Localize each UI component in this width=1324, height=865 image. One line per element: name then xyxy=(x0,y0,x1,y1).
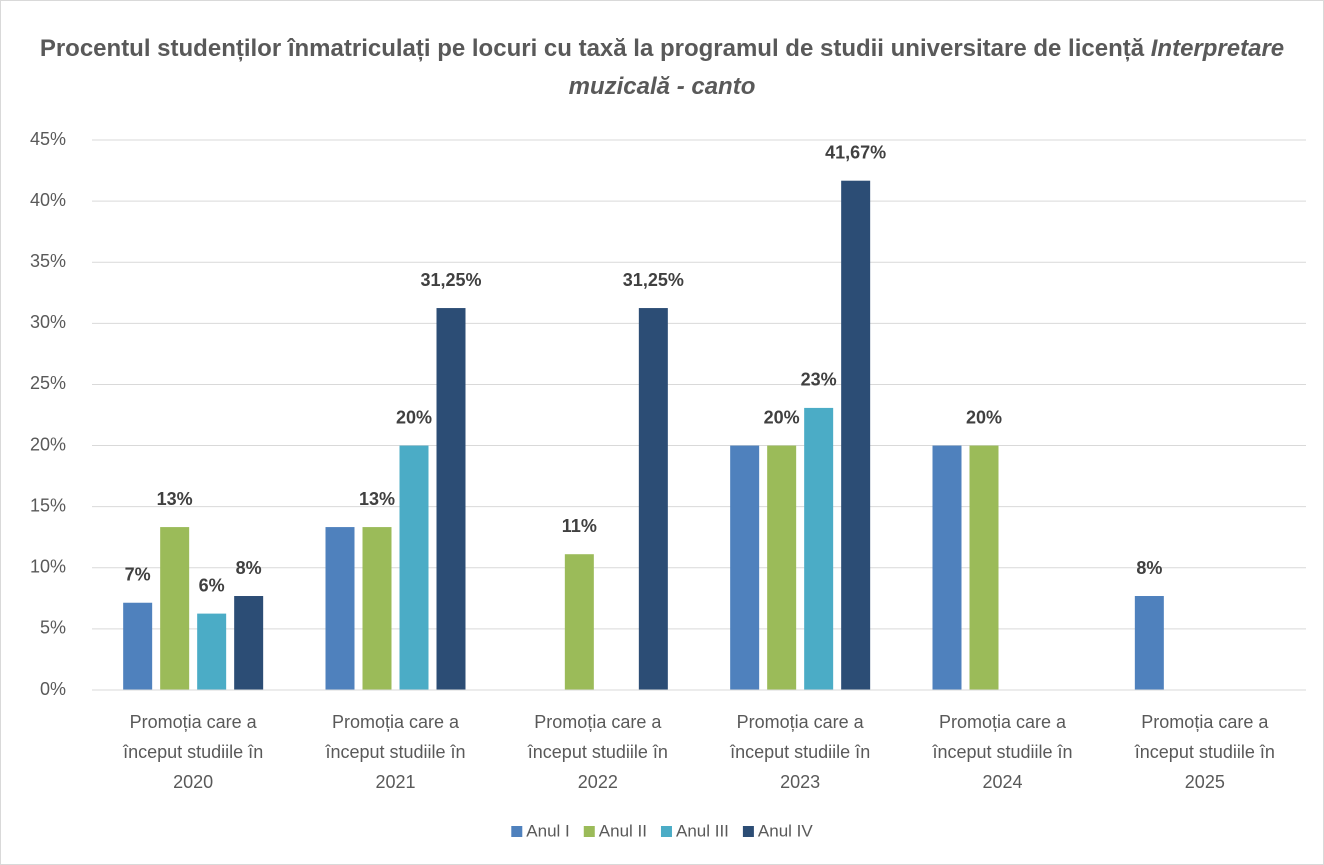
legend-swatch xyxy=(511,826,523,837)
chart-title: Procentul studenților înmatriculați pe l… xyxy=(0,30,1324,106)
legend: Anul I Anul II Anul III Anul IV xyxy=(511,821,813,840)
title-emphasis: Interpretare muzicală - canto xyxy=(568,35,1285,100)
x-tick-label-box: Promoția care a început studiile în 2022 xyxy=(527,712,668,792)
bar xyxy=(436,308,466,690)
data-label: 23% xyxy=(801,370,837,390)
bar xyxy=(932,445,962,690)
data-label: 20% xyxy=(396,407,432,427)
x-tick-label-box: Promoția care a început studiile în 2020 xyxy=(123,712,264,792)
y-tick-label: 30% xyxy=(30,312,66,332)
legend-swatch xyxy=(660,826,672,837)
data-label: 20% xyxy=(966,407,1002,427)
y-tick-label: 45% xyxy=(30,129,66,149)
data-label: 31,25% xyxy=(420,270,481,290)
data-label: 11% xyxy=(562,516,597,536)
bar xyxy=(234,596,264,690)
legend-label: Anul IV xyxy=(758,821,813,840)
x-tick-label: Promoția care a început studiile în 2024 xyxy=(932,712,1073,792)
bar xyxy=(564,554,594,690)
legend-label: Anul II xyxy=(599,821,647,840)
x-tick-label-box: Promoția care a început studiile în 2023 xyxy=(730,712,871,792)
x-tick-label: Promoția care a început studiile în 2023 xyxy=(730,712,871,792)
y-tick-label: 20% xyxy=(30,434,66,454)
y-tick-label: 35% xyxy=(30,251,66,271)
x-tick-label: Promoția care a început studiile în 2025 xyxy=(1134,712,1275,792)
y-tick-label: 5% xyxy=(40,618,66,638)
y-tick-label: 0% xyxy=(40,679,66,699)
bar xyxy=(325,527,355,690)
bar xyxy=(362,527,392,690)
x-tick-label: Promoția care a început studiile în 2021 xyxy=(325,712,466,792)
bar xyxy=(730,445,760,690)
data-label: 20% xyxy=(764,407,800,427)
bar xyxy=(399,445,429,690)
legend-label: Anul I xyxy=(526,821,569,840)
x-tick-label-box: Promoția care a început studiile în 2024 xyxy=(932,712,1073,792)
data-label: 31,25% xyxy=(623,270,684,290)
title-text: Procentul studenților înmatriculați pe l… xyxy=(39,35,1145,62)
y-tick-label: 10% xyxy=(30,557,66,577)
x-tick-label-box: Promoția care a început studiile în 2025 xyxy=(1134,712,1275,792)
data-label: 8% xyxy=(1136,558,1162,578)
bar xyxy=(123,602,153,690)
bar xyxy=(767,445,797,690)
y-tick-label: 15% xyxy=(30,495,66,515)
y-tick-label: 25% xyxy=(30,373,66,393)
data-label: 41,67% xyxy=(825,142,886,162)
legend-label: Anul III xyxy=(676,821,729,840)
legend-swatch xyxy=(742,826,754,837)
bar xyxy=(804,407,834,690)
data-label: 7% xyxy=(125,564,151,584)
data-label: 13% xyxy=(359,489,395,509)
bar xyxy=(841,180,871,690)
legend-swatch xyxy=(583,826,595,837)
data-label: 6% xyxy=(199,575,225,595)
x-tick-label: Promoția care a început studiile în 2020 xyxy=(123,712,264,792)
x-tick-label: Promoția care a început studiile în 2022 xyxy=(527,712,668,792)
data-label: 8% xyxy=(236,558,262,578)
x-tick-label-box: Promoția care a început studiile în 2021 xyxy=(325,712,466,792)
bar xyxy=(197,613,227,690)
bar xyxy=(1134,596,1164,690)
y-tick-label: 40% xyxy=(30,190,66,210)
bar xyxy=(638,308,668,690)
bar xyxy=(969,445,999,690)
data-label: 13% xyxy=(157,489,193,509)
bar xyxy=(160,527,190,690)
